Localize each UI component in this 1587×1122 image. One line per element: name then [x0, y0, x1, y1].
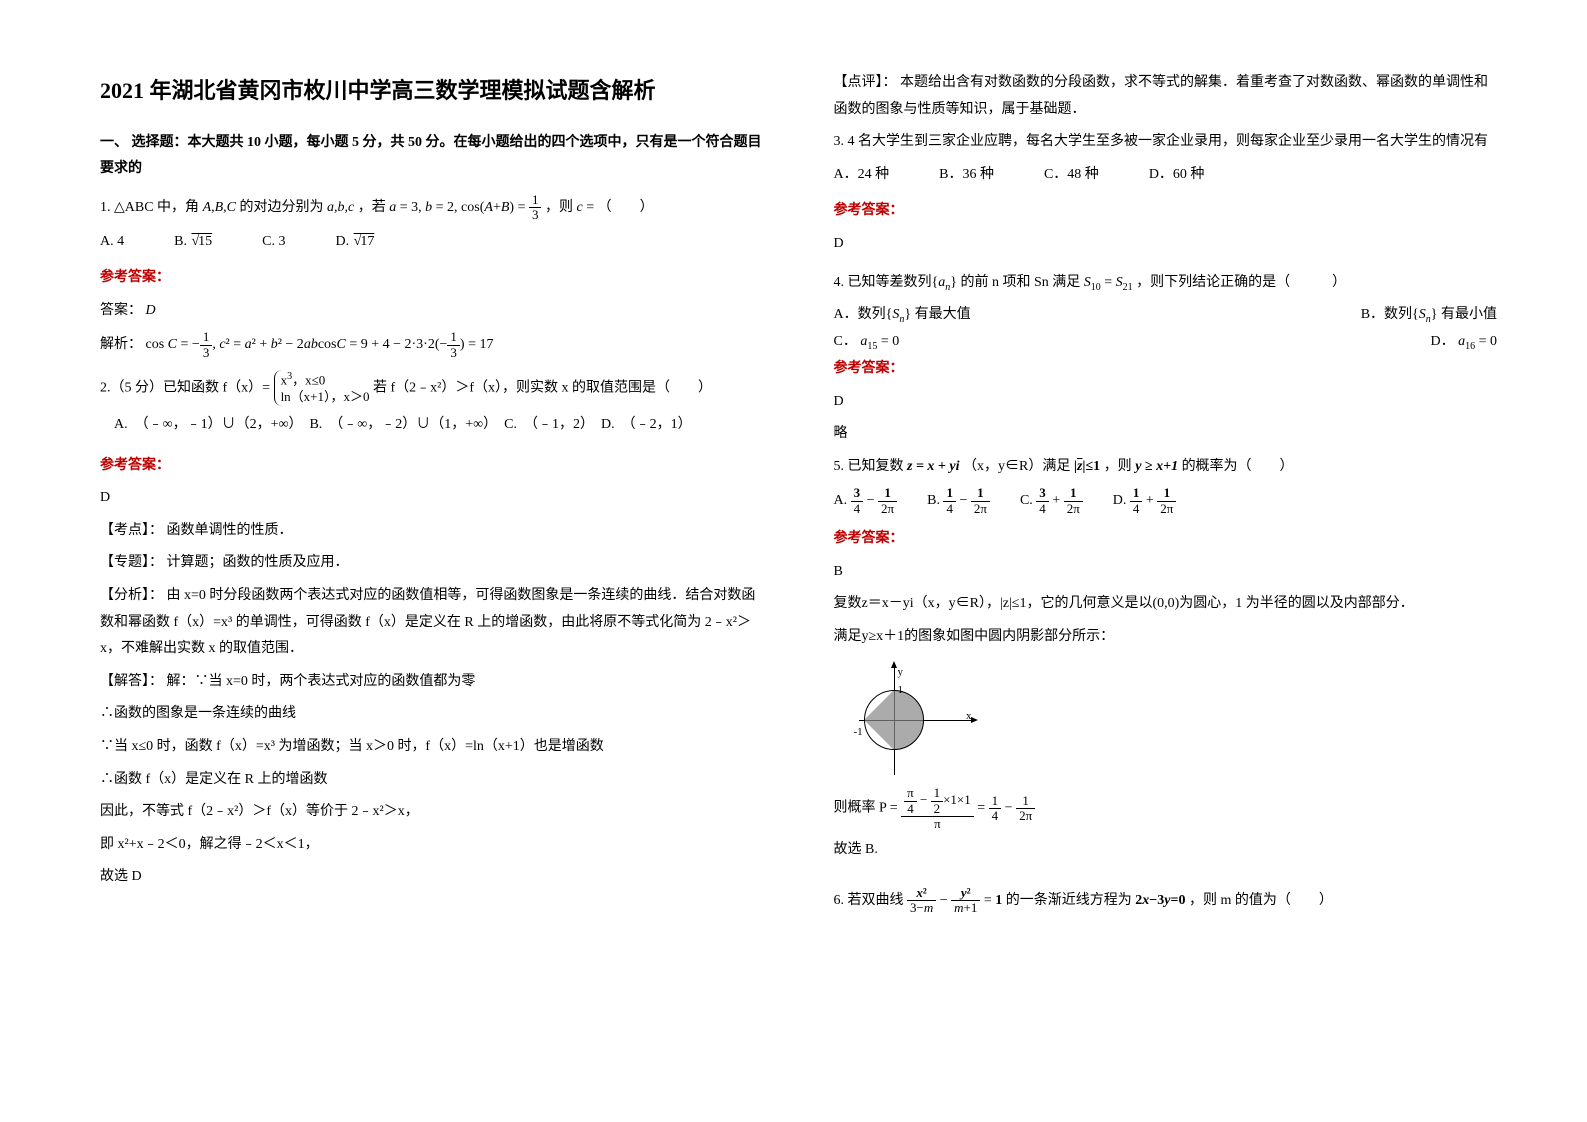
q5-choice-b: B. 14 − 12π — [927, 486, 990, 516]
q3-choices: A．24 种 B．36 种 C．48 种 D．60 种 — [834, 162, 1498, 189]
q5-sol-4: 故选 B. — [834, 837, 1498, 864]
q2-answer: D — [100, 485, 764, 512]
q1-ref-answer-label: 参考答案： — [100, 265, 764, 292]
q1-choices: A. 4 B. 15 C. 3 D. 17 — [100, 229, 764, 256]
question-6: 6. 若双曲线 x²3−m − y²m+1 = 1 的一条渐近线方程为 2x−3… — [834, 886, 1498, 916]
q2-jieda-1: 【解答】： 解：∵当 x=0 时，两个表达式对应的函数值都为零 — [100, 669, 764, 696]
q1-sides: a,b,c — [327, 200, 354, 215]
page-title: 2021 年湖北省黄冈市枚川中学高三数学理模拟试题含解析 — [100, 70, 764, 112]
q1-text-1b: ，若 — [358, 200, 386, 215]
question-5: 5. 已知复数 z = x + yi （x，y∈R）满足 |z|≤1 ，则 y … — [834, 454, 1498, 481]
q2-ref-answer-label: 参考答案： — [100, 453, 764, 480]
q5-sol-2: 满足y≥x＋1的图象如图中圆内阴影部分所示： — [834, 624, 1498, 651]
q4-answer: D — [834, 389, 1498, 416]
q5-choice-c: C. 34 + 12π — [1020, 486, 1083, 516]
q4-ref-answer-label: 参考答案： — [834, 356, 1498, 383]
q2-text-2: 若 f（2﹣x²）＞f（x），则实数 x 的取值范围是（ ） — [373, 380, 712, 395]
q2-text-1: 2.（5 分）已知函数 f（x）= — [100, 380, 270, 395]
one-label: 1 — [898, 680, 904, 701]
q3-choice-c: C．48 种 — [1044, 162, 1099, 189]
q4-choices-2: C． a15 = 0 D． a16 = 0 — [834, 329, 1498, 356]
q3-choice-b: B．36 种 — [939, 162, 994, 189]
q5-choice-a: A. 34 − 12π — [834, 486, 898, 516]
q4-choice-c: C． a15 = 0 — [834, 329, 900, 356]
q4-choice-b: B．数列{Sn} 有最小值 — [1361, 302, 1497, 329]
q2-jieda-7: 故选 D — [100, 864, 764, 891]
unit-circle — [864, 690, 924, 750]
q3-choice-a: A．24 种 — [834, 162, 890, 189]
q2-jieda-6: 即 x²+x﹣2＜0，解之得﹣2＜x＜1， — [100, 832, 764, 859]
right-column: 【点评】： 本题给出含有对数函数的分段函数，求不等式的解集．着重考查了对数函数、… — [834, 70, 1498, 1092]
q2-jieda-5: 因此，不等式 f（2﹣x²）＞f（x）等价于 2﹣x²＞x， — [100, 799, 764, 826]
left-column: 2021 年湖北省黄冈市枚川中学高三数学理模拟试题含解析 一、 选择题：本大题共… — [100, 70, 764, 1092]
neg1-label: -1 — [854, 722, 863, 743]
question-2: 2.（5 分）已知函数 f（x）= x3，x≤0ln（x+1），x＞0 若 f（… — [100, 370, 764, 406]
q5-answer: B — [834, 559, 1498, 586]
q1-angles: A,B,C — [203, 200, 236, 215]
q5-sol-1: 复数z＝x－yi（x，y∈R），|z|≤1，它的几何意义是以(0,0)为圆心，1… — [834, 591, 1498, 618]
q1-text-2: ，则 — [545, 200, 573, 215]
q2-piecewise: x3，x≤0ln（x+1），x＞0 — [274, 370, 370, 406]
q4-choices: A．数列{Sn} 有最大值 B．数列{Sn} 有最小值 — [834, 302, 1498, 329]
q3-answer: D — [834, 231, 1498, 258]
q2-choices: A. （﹣∞，﹣1）∪（2，+∞） B. （﹣∞，﹣2）∪（1，+∞） C. （… — [100, 412, 764, 439]
question-4: 4. 已知等差数列{an} 的前 n 项和 Sn 满足 S10 = S21 ，则… — [834, 270, 1498, 297]
q3-ref-answer-label: 参考答案： — [834, 198, 1498, 225]
q1-text-1a: 的对边分别为 — [240, 200, 324, 215]
q5-ref-answer-label: 参考答案： — [834, 526, 1498, 553]
q4-choice-a: A．数列{Sn} 有最大值 — [834, 302, 971, 329]
q2-fenxi: 【分析】： 由 x=0 时分段函数两个表达式对应的函数值相等，可得函数图象是一条… — [100, 583, 764, 663]
question-3: 3. 4 名大学生到三家企业应聘，每名大学生至多被一家企业录用，则每家企业至少录… — [834, 129, 1498, 156]
q1-answer: 答案： D — [100, 298, 764, 325]
q1-choice-d: D. 17 — [336, 229, 375, 256]
question-1: 1. △ABC 中，角 A,B,C 的对边分别为 a,b,c ，若 a = 3,… — [100, 193, 764, 223]
q2-jieda-3: ∵当 x≤0 时，函数 f（x）=x³ 为增函数；当 x＞0 时，f（x）=ln… — [100, 734, 764, 761]
q4-lve: 略 — [834, 421, 1498, 448]
q1-choice-b: B. 15 — [174, 229, 212, 256]
x-label: x — [966, 706, 972, 727]
q1-choice-a: A. 4 — [100, 229, 124, 256]
q5-choice-d: D. 14 + 12π — [1113, 486, 1177, 516]
q1-solution: 解析： cos C = −13, c² = a² + b² − 2abcosC … — [100, 330, 764, 360]
q1-choice-c: C. 3 — [262, 229, 285, 256]
q1-text-1: 1. △ABC 中，角 — [100, 200, 199, 215]
q1-c: c — [576, 200, 582, 215]
q2-dianping: 【点评】： 本题给出含有对数函数的分段函数，求不等式的解集．着重考查了对数函数、… — [834, 70, 1498, 123]
q2-jieda-2: ∴函数的图象是一条连续的曲线 — [100, 701, 764, 728]
q4-choice-d: D． a16 = 0 — [1430, 329, 1497, 356]
q5-prob-formula: 则概率 P = π4 − 12×1×1π = 14 − 12π — [834, 786, 1498, 831]
q1-cond: a = 3, b = 2, cos(A+B) = 13 — [389, 200, 541, 215]
q3-choice-d: D．60 种 — [1149, 162, 1205, 189]
q5-choices: A. 34 − 12π B. 14 − 12π C. 34 + 12π D. 1… — [834, 486, 1498, 516]
q2-jieda-4: ∴函数 f（x）是定义在 R 上的增函数 — [100, 767, 764, 794]
q5-diagram: x y -1 1 — [854, 660, 974, 780]
q1-end: = （ ） — [586, 200, 653, 215]
section-instructions: 一、 选择题：本大题共 10 小题，每小题 5 分，共 50 分。在每小题给出的… — [100, 130, 764, 183]
q2-kaodian: 【考点】： 函数单调性的性质． — [100, 518, 764, 545]
q2-zhuanti: 【专题】： 计算题；函数的性质及应用． — [100, 550, 764, 577]
